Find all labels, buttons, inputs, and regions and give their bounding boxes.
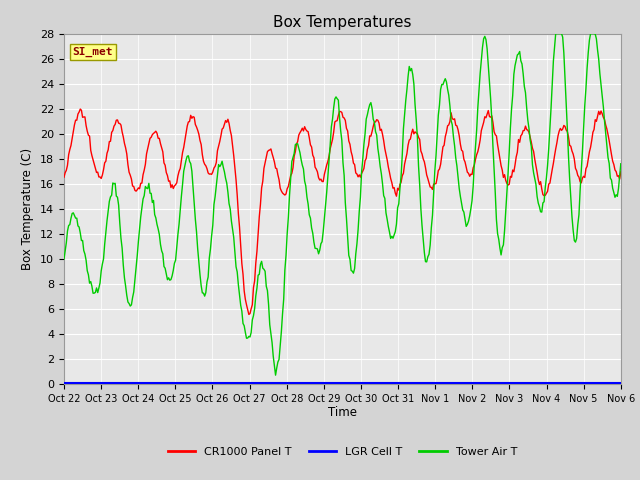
Legend: CR1000 Panel T, LGR Cell T, Tower Air T: CR1000 Panel T, LGR Cell T, Tower Air T [163, 442, 522, 461]
Title: Box Temperatures: Box Temperatures [273, 15, 412, 30]
Y-axis label: Box Temperature (C): Box Temperature (C) [22, 148, 35, 270]
X-axis label: Time: Time [328, 407, 357, 420]
Text: SI_met: SI_met [72, 47, 113, 57]
